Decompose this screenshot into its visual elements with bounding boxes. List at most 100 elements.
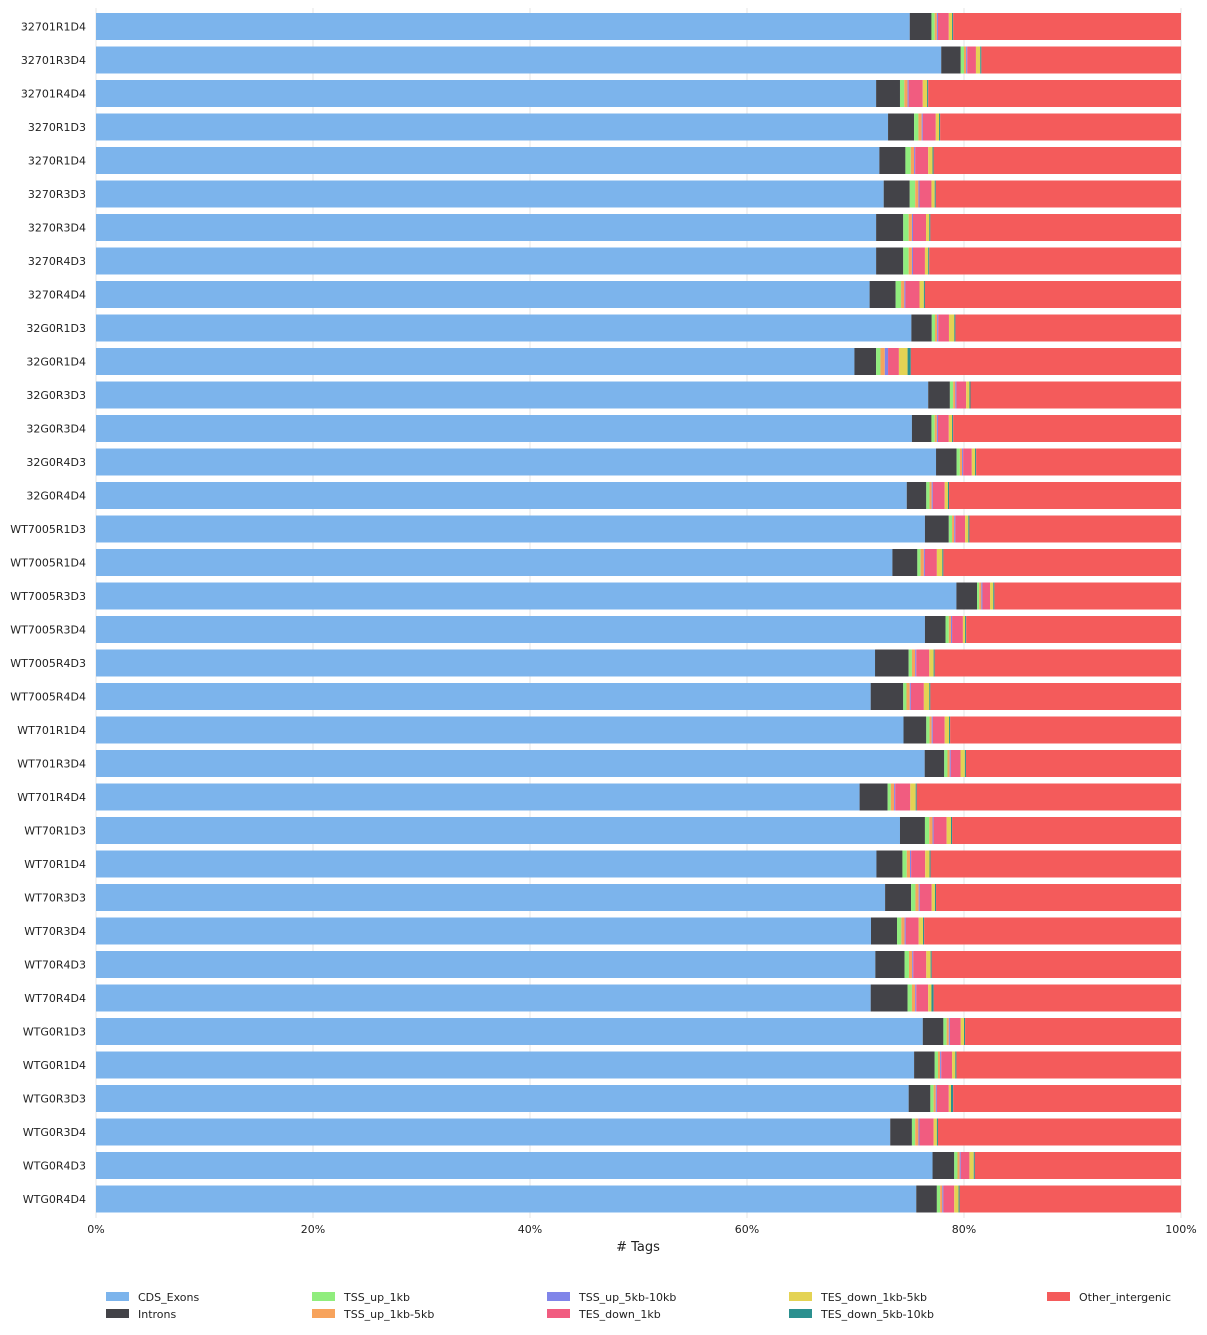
- bar-wt70r3d4-tes-down-5kb-10kb: [923, 917, 925, 945]
- y-tick-label: 3270R1D3: [28, 121, 86, 134]
- bar-wtg0r1d3-tes-down-5kb-10kb: [964, 1018, 966, 1045]
- y-tick-label: WT7005R3D3: [10, 590, 86, 603]
- bar-32701r1d4-tss-up-1kb-5kb: [934, 13, 937, 40]
- bar-3270r4d3-introns: [876, 247, 904, 275]
- bar-32g0r4d4-tss-up-1kb: [926, 482, 930, 509]
- bar-32g0r1d3-tss-up-1kb: [931, 314, 935, 342]
- legend-swatch-other-intergenic: [1047, 1292, 1070, 1301]
- bar-wt7005r4d4-tss-up-1kb-5kb: [906, 683, 910, 710]
- bar-wtg0r1d3-tss-up-5kb-10kb: [948, 1018, 950, 1045]
- bar-32g0r1d4-introns: [854, 348, 877, 375]
- bar-wt70r4d3-tss-up-1kb: [904, 951, 909, 978]
- bar-wt70r4d3-tes-down-5kb-10kb: [930, 951, 932, 978]
- bar-wt70r3d4-tss-up-1kb-5kb: [901, 917, 905, 945]
- y-tick-label: WT7005R4D3: [10, 657, 86, 670]
- bar-wt70r1d3-tes-down-1kb: [933, 817, 947, 844]
- bar-wt70r4d3-tes-down-1kb: [913, 951, 927, 978]
- bar-wtg0r1d4-tes-down-1kb: [941, 1051, 953, 1079]
- bar-wtg0r1d4-tss-up-1kb: [934, 1051, 938, 1079]
- bar-wtg0r3d3-tss-up-1kb: [930, 1085, 934, 1112]
- bar-wt70r3d3-cds-exons: [96, 884, 886, 911]
- bar-wt70r3d3-other-intergenic: [936, 884, 1181, 911]
- bar-32701r4d4-tes-down-1kb: [908, 80, 923, 107]
- bar-3270r3d4-tss-up-5kb-10kb: [911, 214, 914, 241]
- y-tick-label: WT70R3D4: [24, 925, 86, 938]
- bar-wt7005r4d4-tes-down-5kb-10kb: [929, 683, 931, 710]
- bar-wtg0r4d4-tes-down-1kb: [943, 1185, 955, 1213]
- bar-3270r1d3-introns: [888, 113, 915, 141]
- bar-32g0r1d3-tes-down-5kb-10kb: [954, 314, 956, 342]
- bar-32g0r1d4-tes-down-5kb-10kb: [907, 348, 911, 375]
- bar-wtg0r1d3-tes-down-1kb-5kb: [960, 1018, 964, 1045]
- bar-wt701r1d4-cds-exons: [96, 716, 904, 744]
- bar-wt70r4d4-tes-down-1kb-5kb: [928, 984, 932, 1012]
- bar-3270r1d4-tes-down-1kb: [915, 147, 929, 174]
- bar-wt70r4d3-tes-down-1kb-5kb: [926, 951, 931, 978]
- bar-wt7005r3d4-tes-down-1kb: [952, 616, 963, 643]
- bar-3270r1d4-tes-down-1kb-5kb: [928, 147, 933, 174]
- bar-wt7005r4d3-tes-down-1kb-5kb: [929, 649, 934, 677]
- bar-wtg0r4d3-tes-down-5kb-10kb: [973, 1152, 975, 1179]
- bar-32g0r3d4-tss-up-1kb-5kb: [934, 415, 937, 442]
- bar-3270r1d4-tss-up-1kb-5kb: [910, 147, 915, 174]
- bar-wt70r3d3-tes-down-5kb-10kb: [934, 884, 937, 911]
- legend-swatch-tes-down-5kb-10kb: [789, 1309, 812, 1318]
- bar-wt7005r1d3-tss-up-1kb: [948, 515, 953, 543]
- bar-32701r3d4-tes-down-5kb-10kb: [980, 46, 982, 74]
- bar-wt70r1d4-tes-down-1kb: [911, 850, 926, 878]
- bar-wt7005r3d3-tes-down-1kb: [982, 582, 991, 610]
- bar-32g0r1d3-tes-down-1kb: [938, 314, 949, 342]
- bar-32g0r4d3-tes-down-5kb-10kb: [975, 448, 977, 476]
- bar-wtg0r1d3-introns: [922, 1018, 944, 1045]
- bar-wtg0r1d4-other-intergenic: [956, 1051, 1181, 1079]
- bar-3270r4d4-cds-exons: [96, 281, 870, 308]
- bar-wt701r1d4-tes-down-5kb-10kb: [949, 716, 951, 744]
- y-tick-label: 32G0R3D4: [26, 423, 86, 436]
- bar-3270r1d3-cds-exons: [96, 113, 889, 141]
- bar-3270r3d3-tes-down-1kb: [919, 180, 932, 208]
- bar-3270r4d4-other-intergenic: [924, 281, 1181, 308]
- bar-3270r1d3-other-intergenic: [940, 113, 1181, 141]
- bar-3270r3d4-tss-up-1kb: [903, 214, 909, 241]
- bar-wt7005r1d3-introns: [924, 515, 949, 543]
- bar-3270r3d4-tss-up-1kb-5kb: [908, 214, 912, 241]
- bar-32g0r1d4-tss-up-1kb-5kb: [880, 348, 885, 375]
- bar-wt701r1d4-tss-up-1kb: [926, 716, 930, 744]
- legend-swatch-tss-up-1kb: [312, 1292, 335, 1301]
- bar-3270r3d4-tes-down-1kb-5kb: [926, 214, 930, 241]
- bar-3270r4d3-tes-down-5kb-10kb: [928, 247, 930, 275]
- bar-32g0r3d3-tss-up-1kb: [949, 381, 954, 409]
- bar-wtg0r4d3-other-intergenic: [974, 1152, 1181, 1179]
- bar-32g0r1d4-cds-exons: [96, 348, 855, 375]
- bar-32g0r4d4-tss-up-5kb-10kb: [931, 482, 933, 509]
- bar-wt7005r3d4-introns: [924, 616, 946, 643]
- bar-32701r3d4-introns: [941, 46, 961, 74]
- bar-3270r1d3-tss-up-1kb: [914, 113, 919, 141]
- bar-wtg0r3d4-introns: [890, 1118, 912, 1146]
- x-tick-label: 0%: [87, 1223, 104, 1236]
- bar-32g0r1d3-tes-down-1kb-5kb: [948, 314, 955, 342]
- bar-wt70r1d4-tss-up-5kb-10kb: [910, 850, 912, 878]
- y-tick-label: WTG0R1D4: [23, 1059, 86, 1072]
- bar-32g0r1d3-tss-up-1kb-5kb: [934, 314, 938, 342]
- bar-3270r4d4-tss-up-5kb-10kb: [904, 281, 906, 308]
- y-tick-label: 32G0R3D3: [26, 389, 86, 402]
- bar-3270r4d3-tss-up-1kb-5kb: [908, 247, 912, 275]
- bar-32g0r1d3-tss-up-5kb-10kb: [937, 314, 939, 342]
- bar-32g0r1d4-other-intergenic: [910, 348, 1181, 375]
- bar-wt7005r3d4-tes-down-5kb-10kb: [965, 616, 967, 643]
- bar-wt7005r1d3-tss-up-1kb-5kb: [952, 515, 955, 543]
- bar-3270r4d4-tes-down-5kb-10kb: [923, 281, 925, 308]
- bar-32701r4d4-cds-exons: [96, 80, 877, 107]
- bar-wtg0r4d4-other-intergenic: [959, 1185, 1181, 1213]
- bar-wtg0r3d4-tss-up-1kb-5kb: [915, 1118, 919, 1146]
- bar-wt70r1d3-cds-exons: [96, 817, 900, 844]
- bar-32g0r3d4-tes-down-1kb: [937, 415, 949, 442]
- bar-wt70r4d4-tss-up-1kb: [907, 984, 912, 1012]
- bar-wt70r1d4-introns: [876, 850, 903, 878]
- bar-wt701r1d4-tes-down-1kb-5kb: [944, 716, 950, 744]
- bar-wt7005r4d4-introns: [870, 683, 904, 710]
- bar-32g0r3d4-introns: [911, 415, 932, 442]
- x-tick-label: 60%: [735, 1223, 759, 1236]
- bar-wt701r4d4-tss-up-1kb-5kb: [890, 783, 895, 811]
